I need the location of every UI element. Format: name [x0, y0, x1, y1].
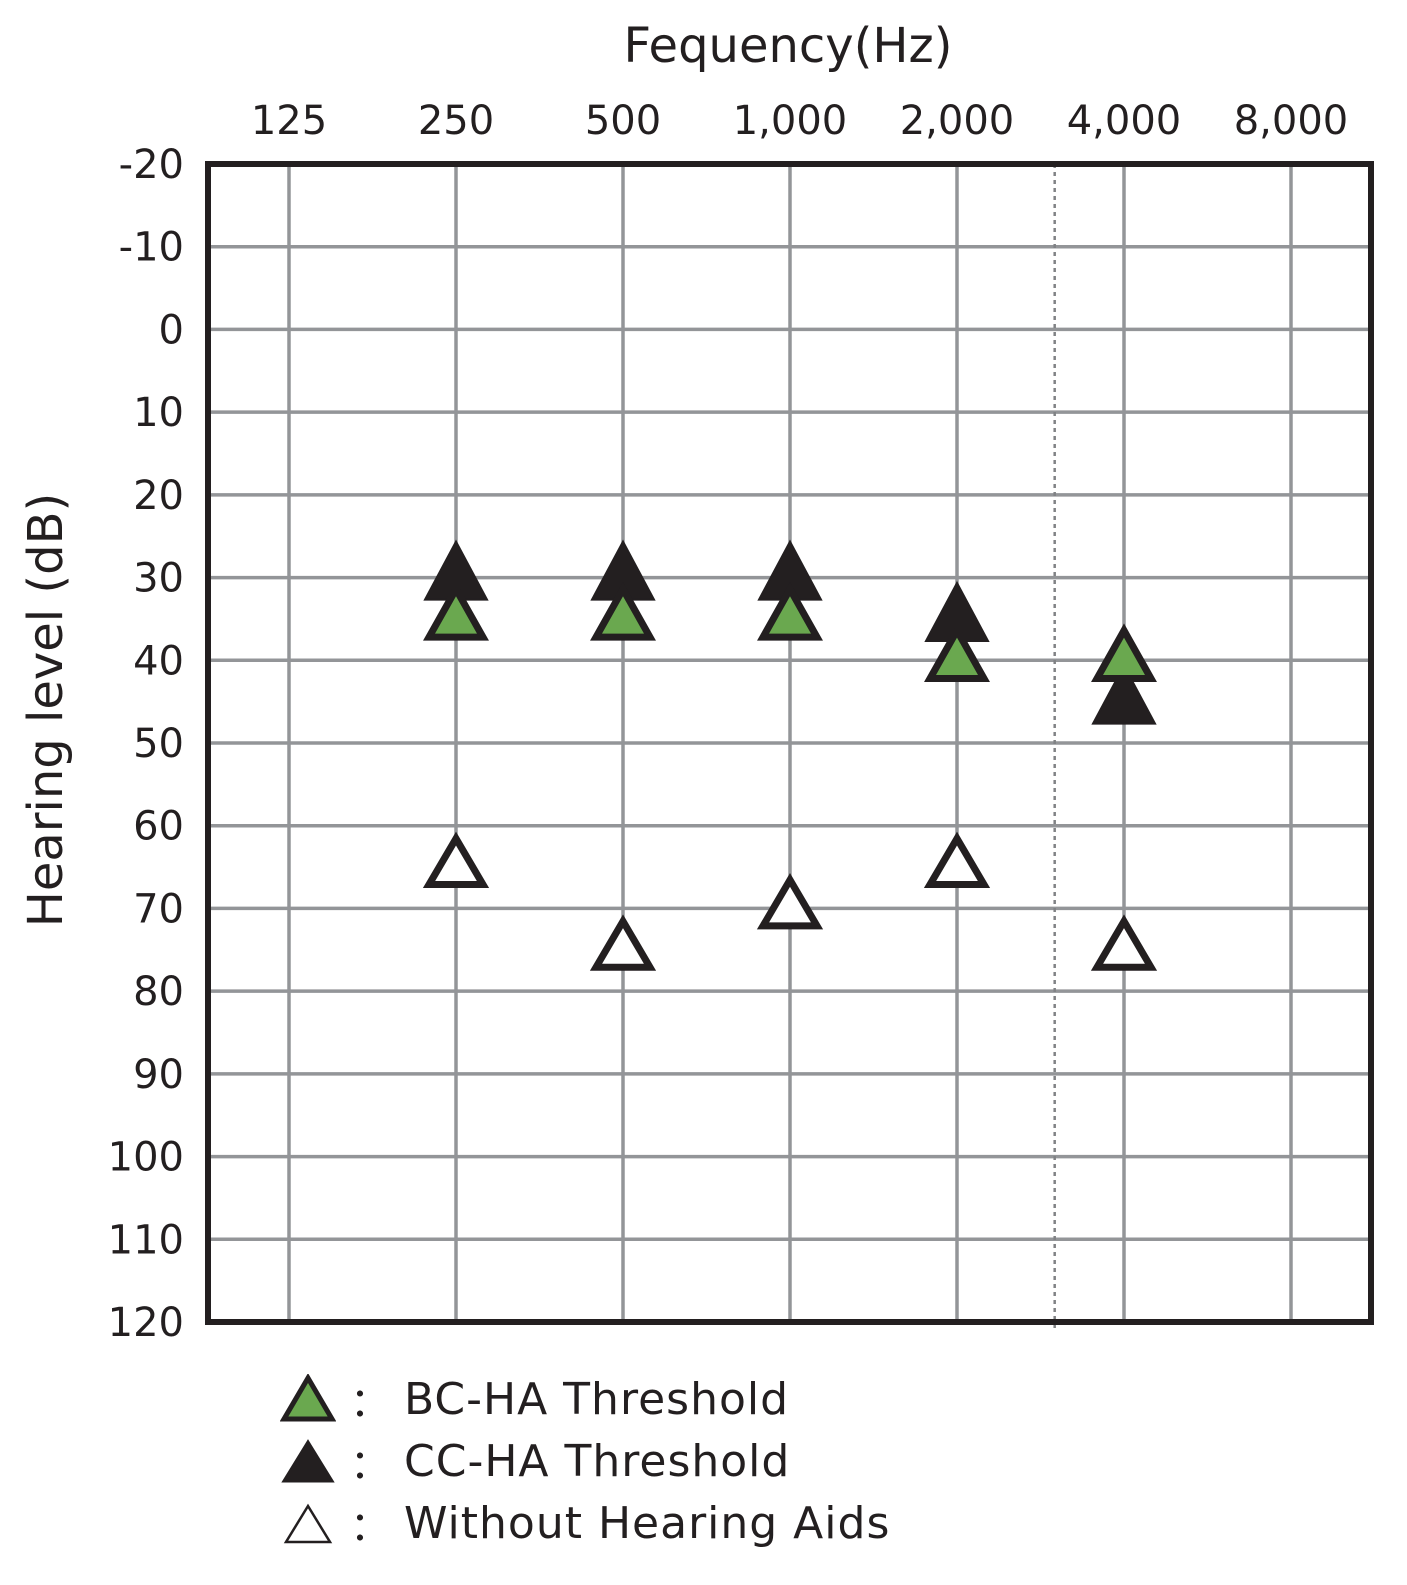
data-point-triangle [1091, 623, 1157, 683]
data-point-triangle [1090, 914, 1158, 971]
y-tick-label: 120 [108, 1300, 184, 1346]
y-tick-label: 70 [133, 886, 184, 932]
legend-separator: ： [350, 1504, 390, 1550]
y-tick-label: 50 [133, 721, 184, 767]
x-tick-label: 250 [418, 98, 494, 144]
y-tick-label: -20 [119, 142, 184, 188]
y-tick-labels: -20 -10 0 10 20 30 40 50 60 70 80 90 100 110 120 [108, 142, 184, 1346]
audiogram-chart: Fequency(Hz) Hearing level (dB) 125 250 50… [18, 18, 1374, 1346]
data-point-triangle [924, 623, 990, 683]
open-triangle-icon [283, 1503, 333, 1544]
data-point-triangle [422, 831, 490, 889]
data-point-triangle [923, 831, 991, 889]
data-point-triangle [590, 582, 656, 641]
legend-separator: ： [350, 1380, 390, 1426]
legend-item-cc-ha: ： CC-HA Threshold [280, 1430, 890, 1492]
legend-separator: ： [350, 1442, 390, 1488]
y-tick-label: 80 [133, 969, 184, 1015]
y-tick-label: 60 [133, 804, 184, 850]
x-tick-label: 500 [585, 98, 661, 144]
grid-lines [208, 162, 1371, 1324]
y-tick-label: -10 [119, 225, 184, 271]
y-tick-label: 40 [133, 638, 184, 684]
y-tick-label: 0 [159, 307, 184, 353]
x-tick-label: 2,000 [900, 98, 1015, 144]
data-point-triangle [756, 872, 824, 930]
data-point-triangle [589, 914, 657, 971]
legend-item-bc-ha: ： BC-HA Threshold [280, 1368, 890, 1430]
x-tick-label: 4,000 [1067, 98, 1182, 144]
y-axis-title: Hearing level (dB) [18, 493, 74, 928]
legend: ： BC-HA Threshold ： CC-HA Threshold ： Wi… [280, 1368, 890, 1554]
series-without-hearing-aids [422, 831, 1158, 971]
x-tick-label: 125 [251, 98, 327, 144]
data-markers [422, 539, 1158, 971]
data-point-triangle [757, 582, 823, 641]
plot-frame [205, 161, 1374, 1325]
series-cc-ha-threshold [423, 539, 1157, 725]
y-tick-label: 90 [133, 1052, 184, 1098]
legend-label-cc-ha: CC-HA Threshold [404, 1435, 791, 1487]
green-triangle-icon [280, 1374, 336, 1422]
legend-label-without-ha: Without Hearing Aids [404, 1497, 891, 1549]
legend-item-without-ha: ： Without Hearing Aids [280, 1492, 890, 1554]
y-tick-label: 100 [108, 1135, 184, 1181]
data-point-triangle [1091, 663, 1157, 725]
x-tick-labels: 125 250 500 1,000 2,000 4,000 8,000 [251, 98, 1348, 144]
y-tick-label: 110 [108, 1217, 184, 1263]
series-bc-ha-threshold [423, 582, 1157, 683]
x-tick-label: 1,000 [733, 98, 848, 144]
legend-label-bc-ha: BC-HA Threshold [404, 1373, 790, 1425]
y-tick-label: 30 [133, 556, 184, 602]
data-point-triangle [423, 582, 489, 641]
x-axis-title: Fequency(Hz) [624, 18, 953, 74]
y-tick-label: 10 [133, 390, 184, 436]
y-tick-label: 20 [133, 473, 184, 519]
black-triangle-icon [281, 1439, 335, 1483]
x-tick-label: 8,000 [1234, 98, 1349, 144]
